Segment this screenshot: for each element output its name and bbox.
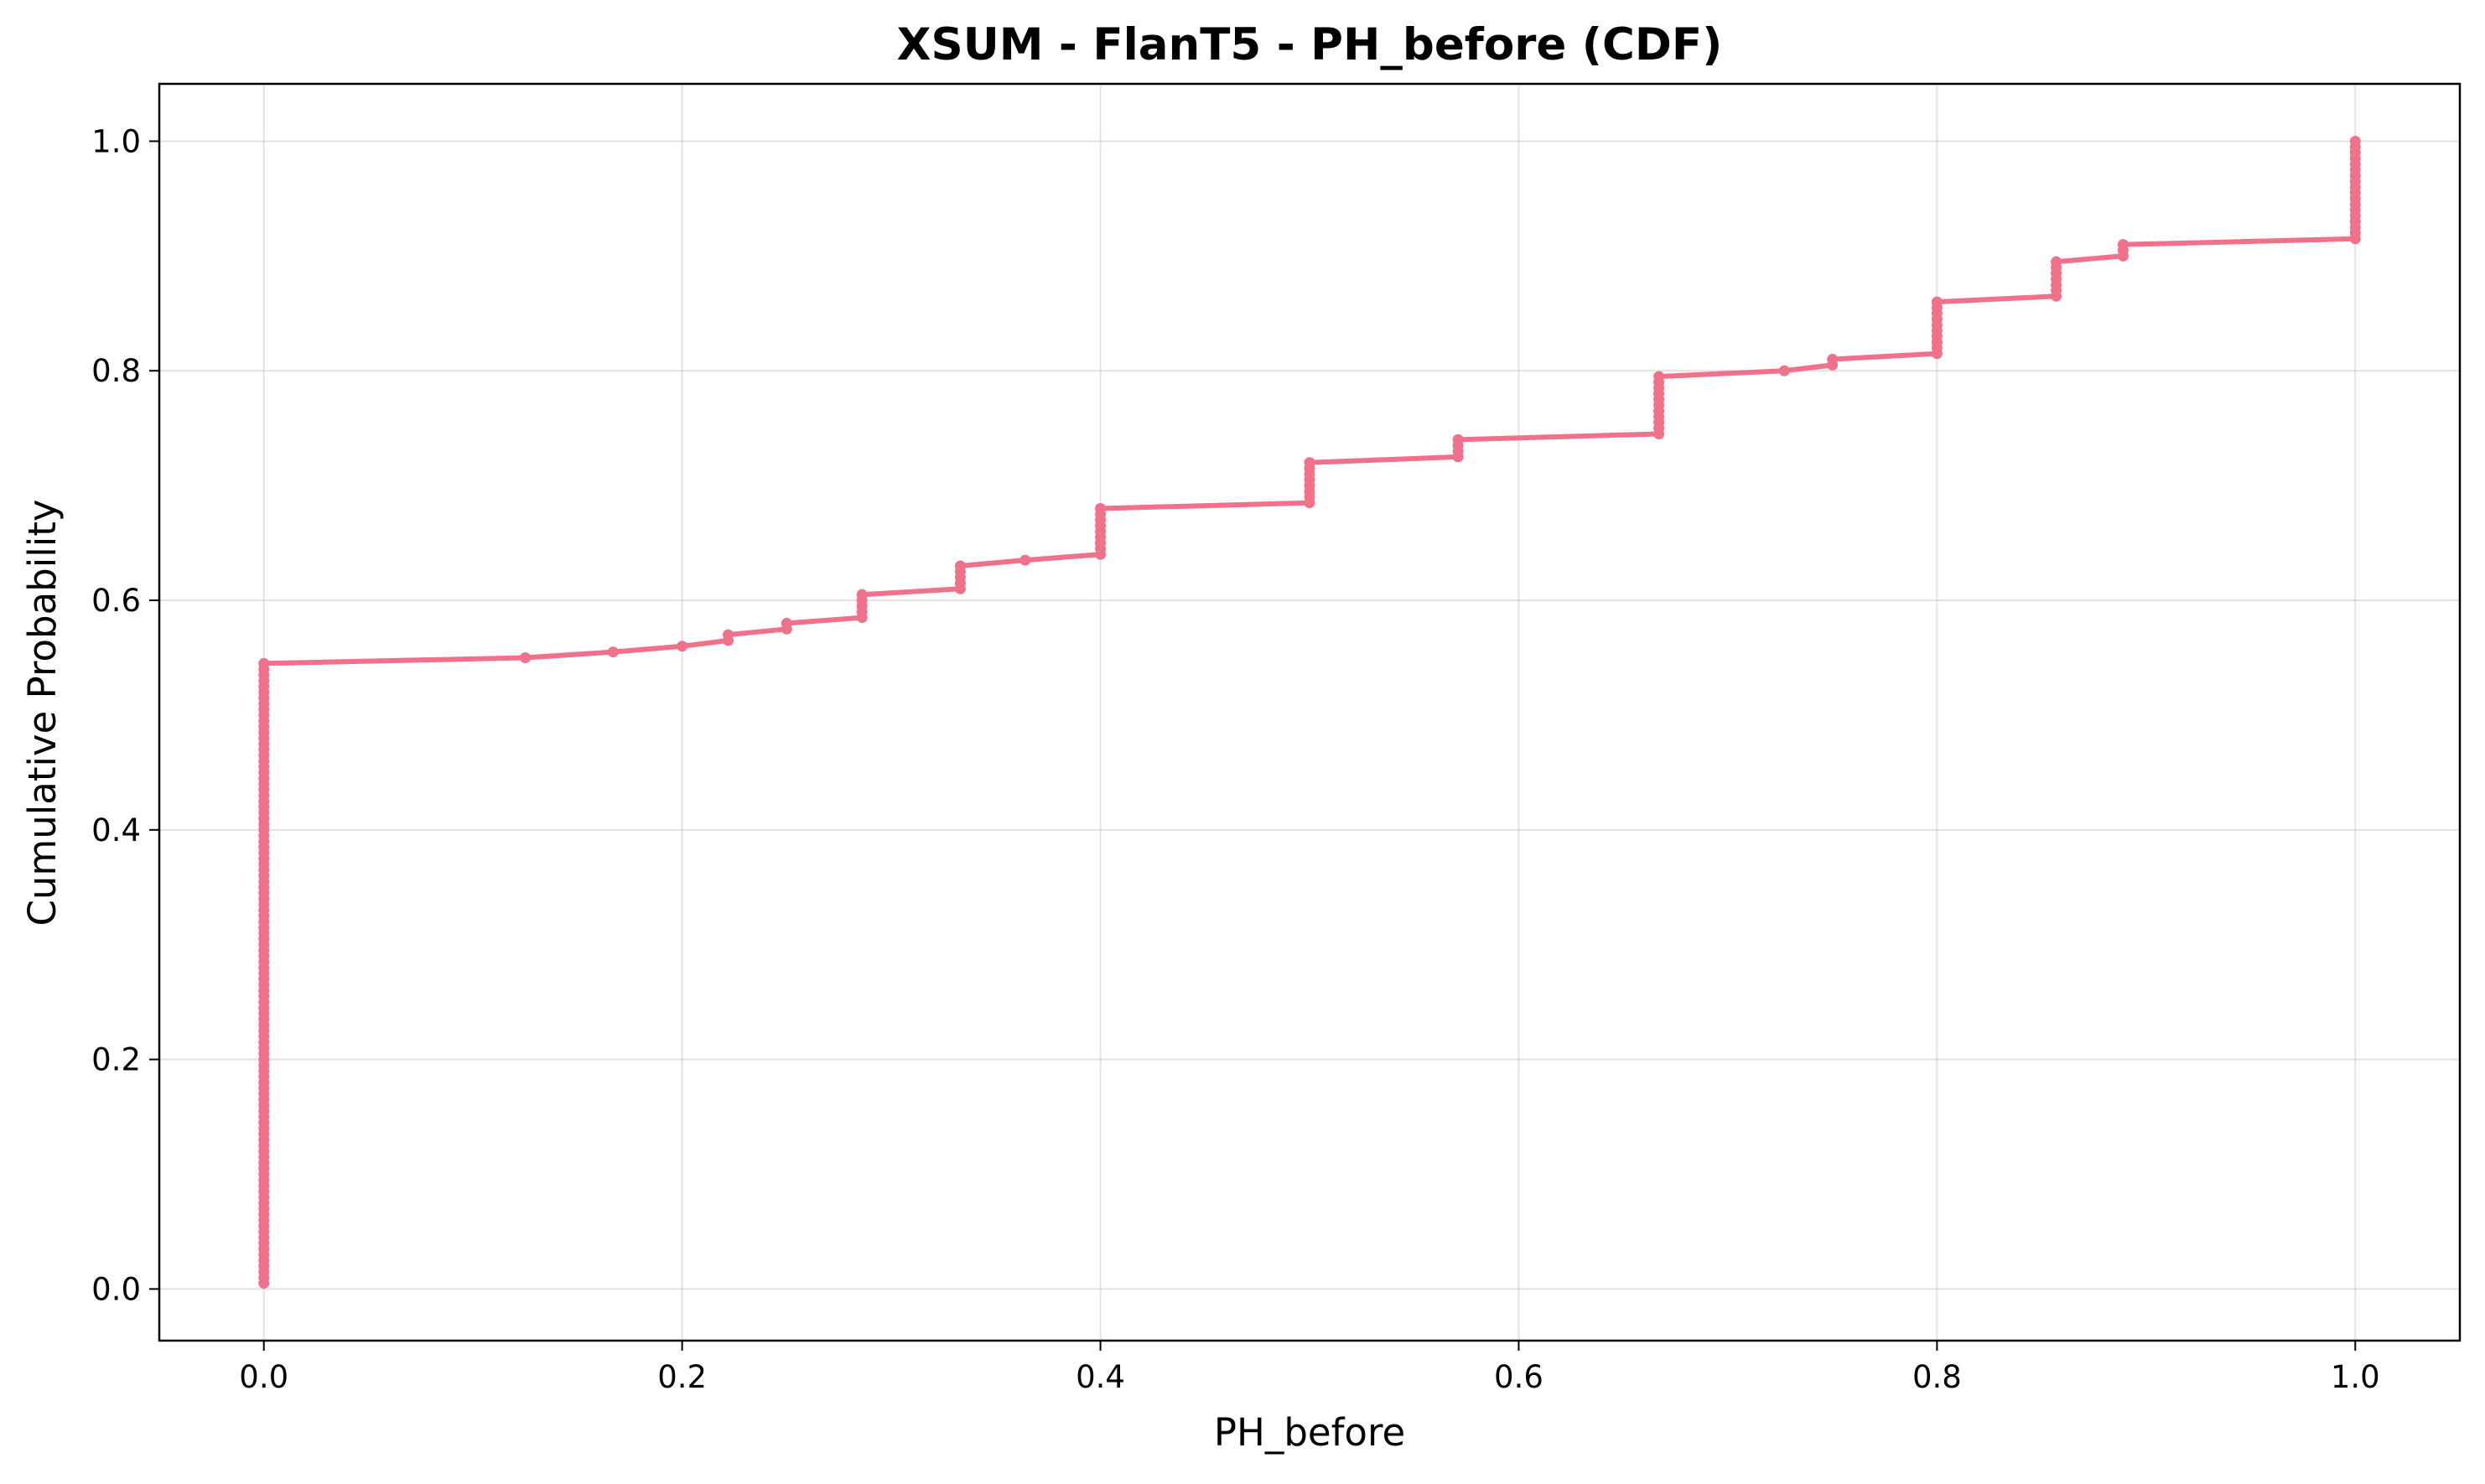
data-point [1019, 554, 1031, 566]
data-point [1095, 503, 1107, 515]
data-point [856, 589, 868, 600]
data-point [781, 617, 792, 629]
grid [159, 84, 2460, 1341]
x-tick-label: 1.0 [2331, 1359, 2380, 1395]
data-point [1452, 433, 1464, 445]
data-point [1778, 365, 1790, 376]
x-tick-label: 0.2 [657, 1359, 707, 1395]
data-point [1931, 296, 1943, 308]
data-point [520, 651, 532, 663]
data-point [1304, 457, 1315, 469]
data-point [2117, 239, 2129, 251]
x-tick-label: 0.6 [1494, 1359, 1543, 1395]
chart-title: XSUM - FlanT5 - PH_before (CDF) [897, 19, 1723, 70]
y-axis-label: Cumulative Probability [20, 499, 65, 926]
y-tick-label: 0.2 [91, 1042, 141, 1078]
data-point [1653, 371, 1665, 382]
x-tick-label: 0.0 [239, 1359, 288, 1395]
plot-frame [158, 82, 2462, 1342]
data-point [2051, 256, 2062, 267]
y-tick-label: 1.0 [91, 123, 141, 159]
y-tick-label: 0.0 [91, 1271, 141, 1307]
data-point [607, 646, 619, 658]
x-tick-label: 0.8 [1912, 1359, 1962, 1395]
y-tick-label: 0.8 [91, 353, 141, 389]
x-tick-label: 0.4 [1076, 1359, 1125, 1395]
data-point [1827, 354, 1839, 366]
y-tick-label: 0.6 [91, 583, 141, 619]
series-layer [258, 135, 2361, 1289]
y-tick-label: 0.4 [91, 812, 141, 848]
data-point [954, 560, 966, 572]
data-point [2349, 135, 2361, 147]
data-point [723, 629, 734, 641]
x-axis-label: PH_before [1214, 1410, 1405, 1455]
data-point [677, 641, 688, 652]
data-point [258, 657, 270, 669]
ticks: 0.0 0.2 0.4 0.6 0.8 1.0 0.0 0.2 0.4 0.6 0.8 1.0 [91, 123, 2380, 1395]
